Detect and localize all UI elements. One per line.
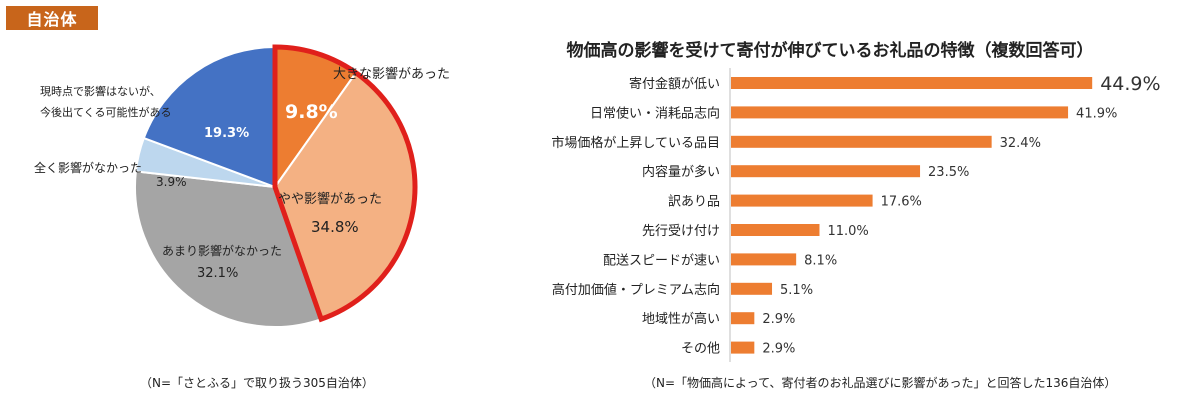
pie-value-label: 19.3% — [204, 126, 249, 141]
pie-slice — [142, 45, 276, 189]
bar-category-label: 訳あり品 — [668, 195, 720, 210]
bar — [731, 135, 992, 148]
bar-value-label: 44.9% — [1100, 73, 1160, 95]
bar-value-label: 17.6% — [881, 195, 922, 210]
bar-value-label: 2.9% — [762, 342, 795, 357]
bar-value-label: 32.4% — [1000, 136, 1041, 151]
pie-value-label: 32.1% — [197, 266, 238, 281]
bar-category-label: 市場価格が上昇している品目 — [551, 135, 720, 151]
bar — [731, 106, 1069, 119]
bar-value-label: 41.9% — [1076, 106, 1117, 121]
bar-value-label: 23.5% — [928, 165, 969, 180]
bar — [731, 194, 873, 207]
pie-slice — [134, 170, 323, 328]
pie-category-label: 全く影響がなかった — [34, 160, 142, 175]
bar-value-label: 5.1% — [780, 283, 813, 298]
bar-chart-note: （N=「物価高によって、寄付者のお礼品選びに影響があった」と回答した136自治体… — [644, 376, 1117, 390]
bar — [731, 312, 755, 325]
bar-category-label: 地域性が高い — [642, 311, 720, 327]
bar — [731, 341, 755, 354]
bar-value-label: 11.0% — [827, 224, 868, 239]
pie-category-label: 現時点で影響はないが、 — [40, 84, 161, 98]
bar-chart-title: 物価高の影響を受けて寄付が伸びているお礼品の特徴（複数回答可） — [566, 41, 1094, 61]
bar — [731, 77, 1093, 89]
bar-category-label: 内容量が多い — [642, 164, 720, 180]
bar — [731, 282, 773, 295]
bar-category-label: 日常使い・消耗品志向 — [590, 105, 720, 121]
pie-value-label: 9.8% — [285, 101, 338, 123]
bar-category-label: 先行受け付け — [642, 224, 720, 239]
bar-category-label: その他 — [681, 342, 720, 357]
bar-category-label: 配送スピードが速い — [603, 253, 720, 268]
pie-value-label: 34.8% — [311, 218, 359, 236]
bar — [731, 224, 820, 236]
bar-category-label: 高付加価値・プレミアム志向 — [552, 282, 720, 298]
pie-category-label: やや影響があった — [278, 191, 382, 207]
bar-category-label: 寄付金額が低い — [629, 76, 720, 92]
category-tag: 自治体 — [6, 6, 98, 30]
bar-value-label: 8.1% — [804, 253, 837, 268]
pie-category-label: あまり影響がなかった — [162, 243, 282, 258]
pie-chart-note: （N=「さとふる」で取り扱う305自治体） — [140, 376, 374, 390]
pie-category-label: 大きな影響があった — [333, 66, 450, 82]
pie-value-label: 3.9% — [156, 175, 187, 189]
bar-value-label: 2.9% — [762, 312, 795, 327]
bar — [731, 253, 797, 266]
bar — [731, 165, 921, 178]
pie-highlight-border — [272, 44, 418, 323]
pie-category-label: 今後出てくる可能性がある — [40, 105, 171, 119]
